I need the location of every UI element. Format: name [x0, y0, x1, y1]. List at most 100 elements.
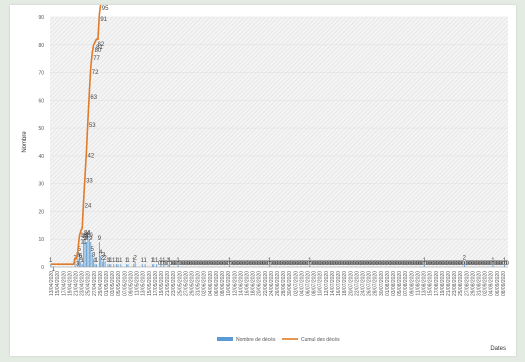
- x-tick-label: 17/08/2020: [434, 271, 440, 296]
- bar-data-label: 0: [454, 261, 458, 267]
- bar-data-label: 0: [466, 261, 470, 267]
- bar-data-label: 1: [93, 258, 97, 264]
- x-tick-label: 23/04/2020: [80, 271, 86, 296]
- bar-data-label: 1: [176, 258, 180, 264]
- bar-data-label: 0: [259, 261, 263, 267]
- bar-data-label: 0: [418, 261, 422, 267]
- x-tick-label: 08/09/2020: [501, 271, 507, 296]
- bar-data-label: 0: [365, 261, 369, 267]
- bar-data-label: 1: [155, 258, 159, 264]
- x-tick-label: 13/04/2020: [49, 271, 55, 296]
- x-tick-label: 22/07/2020: [354, 271, 360, 296]
- bar-data-label: 0: [264, 261, 268, 267]
- bar-data-label: 0: [488, 261, 492, 267]
- bar-data-label: 0: [194, 261, 198, 267]
- bar-data-label: 0: [179, 261, 183, 267]
- bar-data-label: 0: [281, 261, 285, 267]
- bar-data-label: 1: [132, 258, 136, 264]
- bar-data-label: 0: [254, 261, 258, 267]
- bar-data-label: 0: [279, 261, 283, 267]
- bar-data-label: 0: [388, 261, 392, 267]
- x-tick-label: 29/05/2020: [190, 271, 196, 296]
- x-tick-label: 21/08/2020: [446, 271, 452, 296]
- bar-data-label: 0: [224, 261, 228, 267]
- bar: [127, 264, 129, 267]
- bar-data-label: 1: [268, 258, 272, 264]
- x-tick-label: 11/05/2020: [135, 271, 141, 296]
- x-tick-label: 25/04/2020: [86, 271, 92, 296]
- bar-data-label: 0: [315, 261, 319, 267]
- legend: Nombre de décès Cumul des décès: [217, 337, 340, 343]
- bar-data-label: 0: [484, 261, 488, 267]
- x-tick-label: 07/05/2020: [122, 271, 128, 296]
- bar-data-label: 0: [172, 261, 176, 267]
- x-tick-label: 13/08/2020: [422, 271, 428, 296]
- bar-data-label: 1: [152, 258, 156, 264]
- bar-data-label: 0: [460, 261, 464, 267]
- bar: [93, 258, 95, 267]
- x-tick-label: 27/05/2020: [183, 271, 189, 296]
- bar: [110, 264, 112, 267]
- bar-data-label: 0: [221, 261, 225, 267]
- x-tick-label: 14/07/2020: [330, 271, 336, 296]
- bar-data-label: 1: [115, 258, 119, 264]
- bar-data-label: 0: [275, 261, 279, 267]
- bar-data-label: 1: [308, 258, 312, 264]
- bar-data-label: 1: [159, 258, 163, 264]
- bar-data-label: 0: [192, 261, 196, 267]
- bar-data-label: 0: [188, 261, 192, 267]
- bar-data-label: 0: [410, 261, 414, 267]
- bar: [88, 239, 90, 267]
- bar-data-label: 0: [340, 261, 344, 267]
- bar: [141, 264, 143, 267]
- bar-data-label: 0: [322, 261, 326, 267]
- bar: [503, 264, 505, 267]
- gridlines: [50, 16, 508, 268]
- bar-data-label: 0: [335, 261, 339, 267]
- bar-data-label: 0: [413, 261, 417, 267]
- bar: [126, 264, 128, 267]
- bar-data-label: 0: [291, 261, 295, 267]
- bar-data-label: 1: [141, 258, 145, 264]
- bar: [492, 264, 494, 267]
- x-tick-label: 31/08/2020: [477, 271, 483, 296]
- bar-data-label: 0: [380, 261, 384, 267]
- bar-data-label: 0: [277, 261, 281, 267]
- x-tick-label: 03/05/2020: [110, 271, 116, 296]
- bar-data-label: 0: [204, 261, 208, 267]
- bar-data-label: 0: [450, 261, 454, 267]
- bar-data-label: 0: [420, 261, 424, 267]
- x-tick-label: 02/06/2020: [202, 271, 208, 296]
- x-tick-label: 29/04/2020: [98, 271, 104, 296]
- bar-data-label: 0: [282, 261, 286, 267]
- bar-data-label: 3: [92, 253, 96, 259]
- x-tick-label: 27/04/2020: [92, 271, 98, 296]
- bar-data-label: 0: [196, 261, 200, 267]
- bar-data-label: 0: [480, 261, 484, 267]
- bar-data-label: 0: [501, 261, 505, 267]
- x-tick-label: 21/04/2020: [73, 271, 79, 296]
- bar-data-label: 9: [83, 236, 87, 242]
- bar: [229, 264, 231, 267]
- x-tick-label: 15/04/2020: [55, 271, 61, 296]
- bar-data-label: 0: [487, 261, 491, 267]
- bar-data-label: 0: [242, 261, 246, 267]
- bar-data-label: 1: [112, 258, 116, 264]
- bar-data-label: 0: [255, 261, 259, 267]
- bar-data-label: 1: [144, 258, 148, 264]
- bar-data-label: 0: [344, 261, 348, 267]
- x-tick-label: 07/08/2020: [403, 271, 409, 296]
- x-tick-label: 04/06/2020: [208, 271, 214, 296]
- bar-data-label: 0: [390, 261, 394, 267]
- bar-data-label: 0: [430, 261, 434, 267]
- bar-data-label: 0: [222, 261, 226, 267]
- bar-data-label: 0: [215, 261, 219, 267]
- bar-data-label: 1: [109, 258, 113, 264]
- x-tick-label: 08/06/2020: [220, 271, 226, 296]
- bar-data-label: 0: [378, 261, 382, 267]
- line-data-label: 24: [85, 203, 92, 209]
- bar-data-label: 0: [348, 261, 352, 267]
- legend-bar-swatch: [217, 337, 233, 341]
- bar-data-label: 0: [229, 261, 233, 267]
